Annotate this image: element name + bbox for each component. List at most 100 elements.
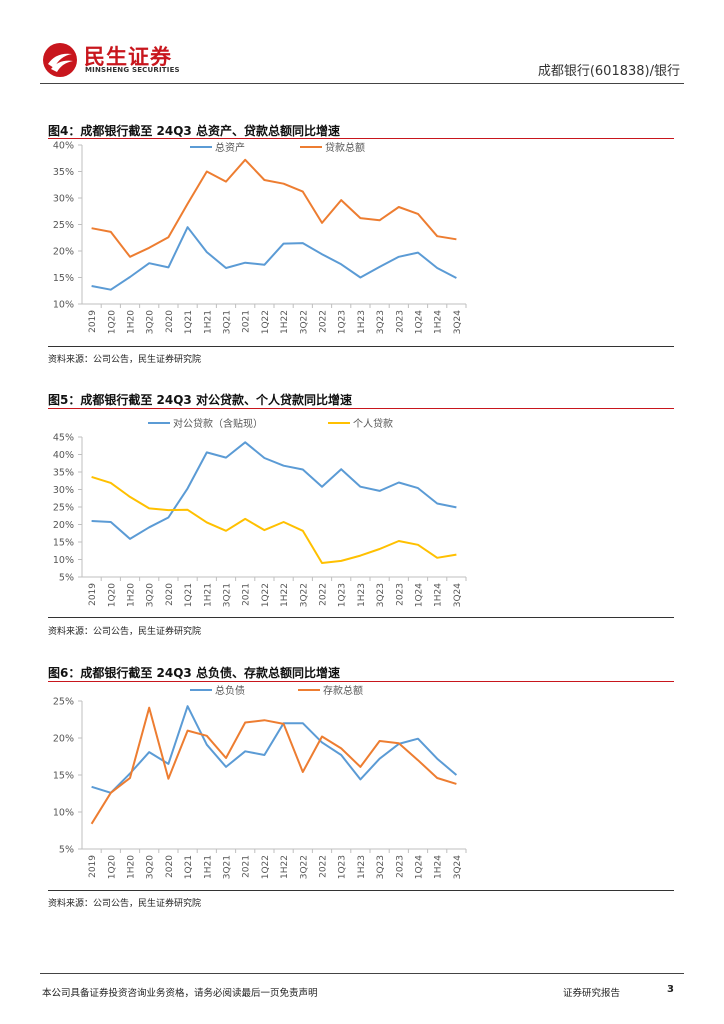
figure-6-bottom-rule [48,890,674,891]
x-tick-label: 3Q20 [146,583,156,608]
x-tick-label: 2023 [395,583,405,606]
x-tick-label: 3Q21 [223,583,233,607]
figure-6-title-rule [48,681,674,682]
x-tick-label: 2022 [319,583,329,606]
x-tick-label: 3Q23 [376,310,386,334]
figure-5-source: 资料来源：公司公告，民生证券研究院 [48,627,202,637]
x-tick-label: 1H20 [127,855,137,879]
y-tick-label: 20% [53,520,74,531]
y-tick-label: 45% [53,433,74,444]
x-tick-label: 1H22 [280,855,290,879]
y-tick-label: 35% [53,167,74,178]
x-tick-label: 3Q20 [146,855,156,880]
x-tick-label: 2021 [242,310,252,333]
x-tick-label: 1H23 [357,855,367,879]
y-tick-label: 20% [53,734,74,745]
series-line-2 [90,706,457,825]
legend-label-1: 对公贷款（含贴现） [173,417,263,430]
x-tick-label: 2021 [242,855,252,878]
y-tick-label: 10% [53,808,74,819]
x-tick-label: 1Q21 [184,855,194,879]
x-tick-label: 2023 [395,855,405,878]
x-tick-label: 3Q22 [299,855,309,879]
x-tick-label: 3Q22 [299,310,309,334]
y-tick-label: 20% [53,247,74,258]
x-tick-label: 3Q23 [376,583,386,607]
header-divider [40,83,684,84]
y-tick-label: 40% [53,450,74,461]
figure-4-title-rule [48,138,674,139]
y-tick-label: 40% [53,141,74,152]
brand-name-cn: 民生证券 [84,45,172,69]
x-tick-label: 3Q21 [223,310,233,334]
series-line-1 [91,441,457,540]
y-tick-label: 5% [59,573,74,584]
x-tick-label: 3Q21 [223,855,233,879]
y-tick-label: 15% [53,273,74,284]
series-line-2 [91,158,457,258]
y-tick-label: 10% [53,555,74,566]
report-stock-tag: 成都银行(601838)/银行 [537,64,680,79]
page-number: 3 [667,984,674,995]
figure-6-source: 资料来源：公司公告，民生证券研究院 [48,899,202,909]
figure-4-bottom-rule [48,346,674,347]
legend-label-2: 贷款总额 [325,141,365,154]
x-tick-label: 1Q23 [338,583,348,607]
x-tick-label: 2022 [319,310,329,333]
x-tick-label: 1H23 [357,310,367,334]
x-tick-label: 1Q23 [338,310,348,334]
series-line-2 [91,475,457,564]
legend-label-1: 总资产 [215,141,245,154]
x-tick-label: 1H20 [127,310,137,334]
x-tick-label: 1Q21 [184,583,194,607]
figure-6-title: 图6：成都银行截至 24Q3 总负债、存款总额同比增速 [48,666,340,680]
series-line-1 [91,705,458,794]
x-tick-label: 1Q20 [107,310,117,335]
x-tick-label: 1Q22 [261,855,271,879]
y-tick-label: 35% [53,468,74,479]
x-tick-label: 1H22 [280,583,290,607]
figure-5-line-chart: 5% 10% 15% 20% 25% 30% 35% 40% 45% 2019 1Q20 1H20 3Q… [53,417,467,608]
x-tick-label: 1Q24 [415,583,425,608]
x-tick-label: 1H23 [357,583,367,607]
x-tick-label: 2023 [395,310,405,333]
legend-label-1: 总负债 [215,684,245,697]
x-tick-label: 2022 [319,855,329,878]
y-tick-label: 25% [53,697,74,708]
figure-5-bottom-rule [48,617,674,618]
x-tick-label: 1H22 [280,310,290,334]
x-tick-label: 1H24 [434,310,444,334]
figure-5-title-rule [48,408,674,409]
x-tick-label: 2020 [165,855,175,878]
x-tick-label: 3Q24 [453,855,463,880]
x-tick-label: 1H21 [203,583,213,607]
x-tick-label: 2019 [88,310,98,333]
legend-label-2: 存款总额 [323,684,363,697]
figure-4-title: 图4：成都银行截至 24Q3 总资产、贷款总额同比增速 [48,124,340,138]
y-tick-label: 15% [53,771,74,782]
figure-4-source: 资料来源：公司公告，民生证券研究院 [48,355,202,365]
x-tick-label: 2019 [88,583,98,606]
x-tick-label: 1Q24 [415,310,425,335]
footer-report-type: 证券研究报告 [563,988,621,999]
figure-5-title: 图5：成都银行截至 24Q3 对公贷款、个人贷款同比增速 [48,393,352,407]
x-tick-label: 3Q24 [453,310,463,335]
x-tick-label: 3Q24 [453,583,463,608]
x-tick-label: 1Q23 [338,855,348,879]
y-tick-label: 5% [59,845,74,856]
footer-disclaimer: 本公司具备证券投资咨询业务资格，请务必阅读最后一页免责声明 [42,988,318,999]
x-tick-label: 1Q22 [261,310,271,334]
y-tick-label: 30% [53,485,74,496]
x-tick-label: 2020 [165,310,175,333]
y-tick-label: 10% [53,300,74,311]
x-tick-label: 3Q20 [146,310,156,335]
minsheng-logo-icon [43,43,77,77]
x-tick-label: 3Q23 [376,855,386,879]
x-tick-label: 3Q22 [299,583,309,607]
figure-4-line-chart: 10% 15% 20% 25% 30% 35% 40% 2019 1Q20 1H20 3Q20 202… [53,141,467,335]
x-tick-label: 1H24 [434,855,444,879]
x-tick-label: 1H21 [203,310,213,334]
brand-name-en: MINSHENG SECURITIES [85,66,180,74]
y-tick-label: 30% [53,194,74,205]
x-tick-label: 1Q24 [415,855,425,880]
